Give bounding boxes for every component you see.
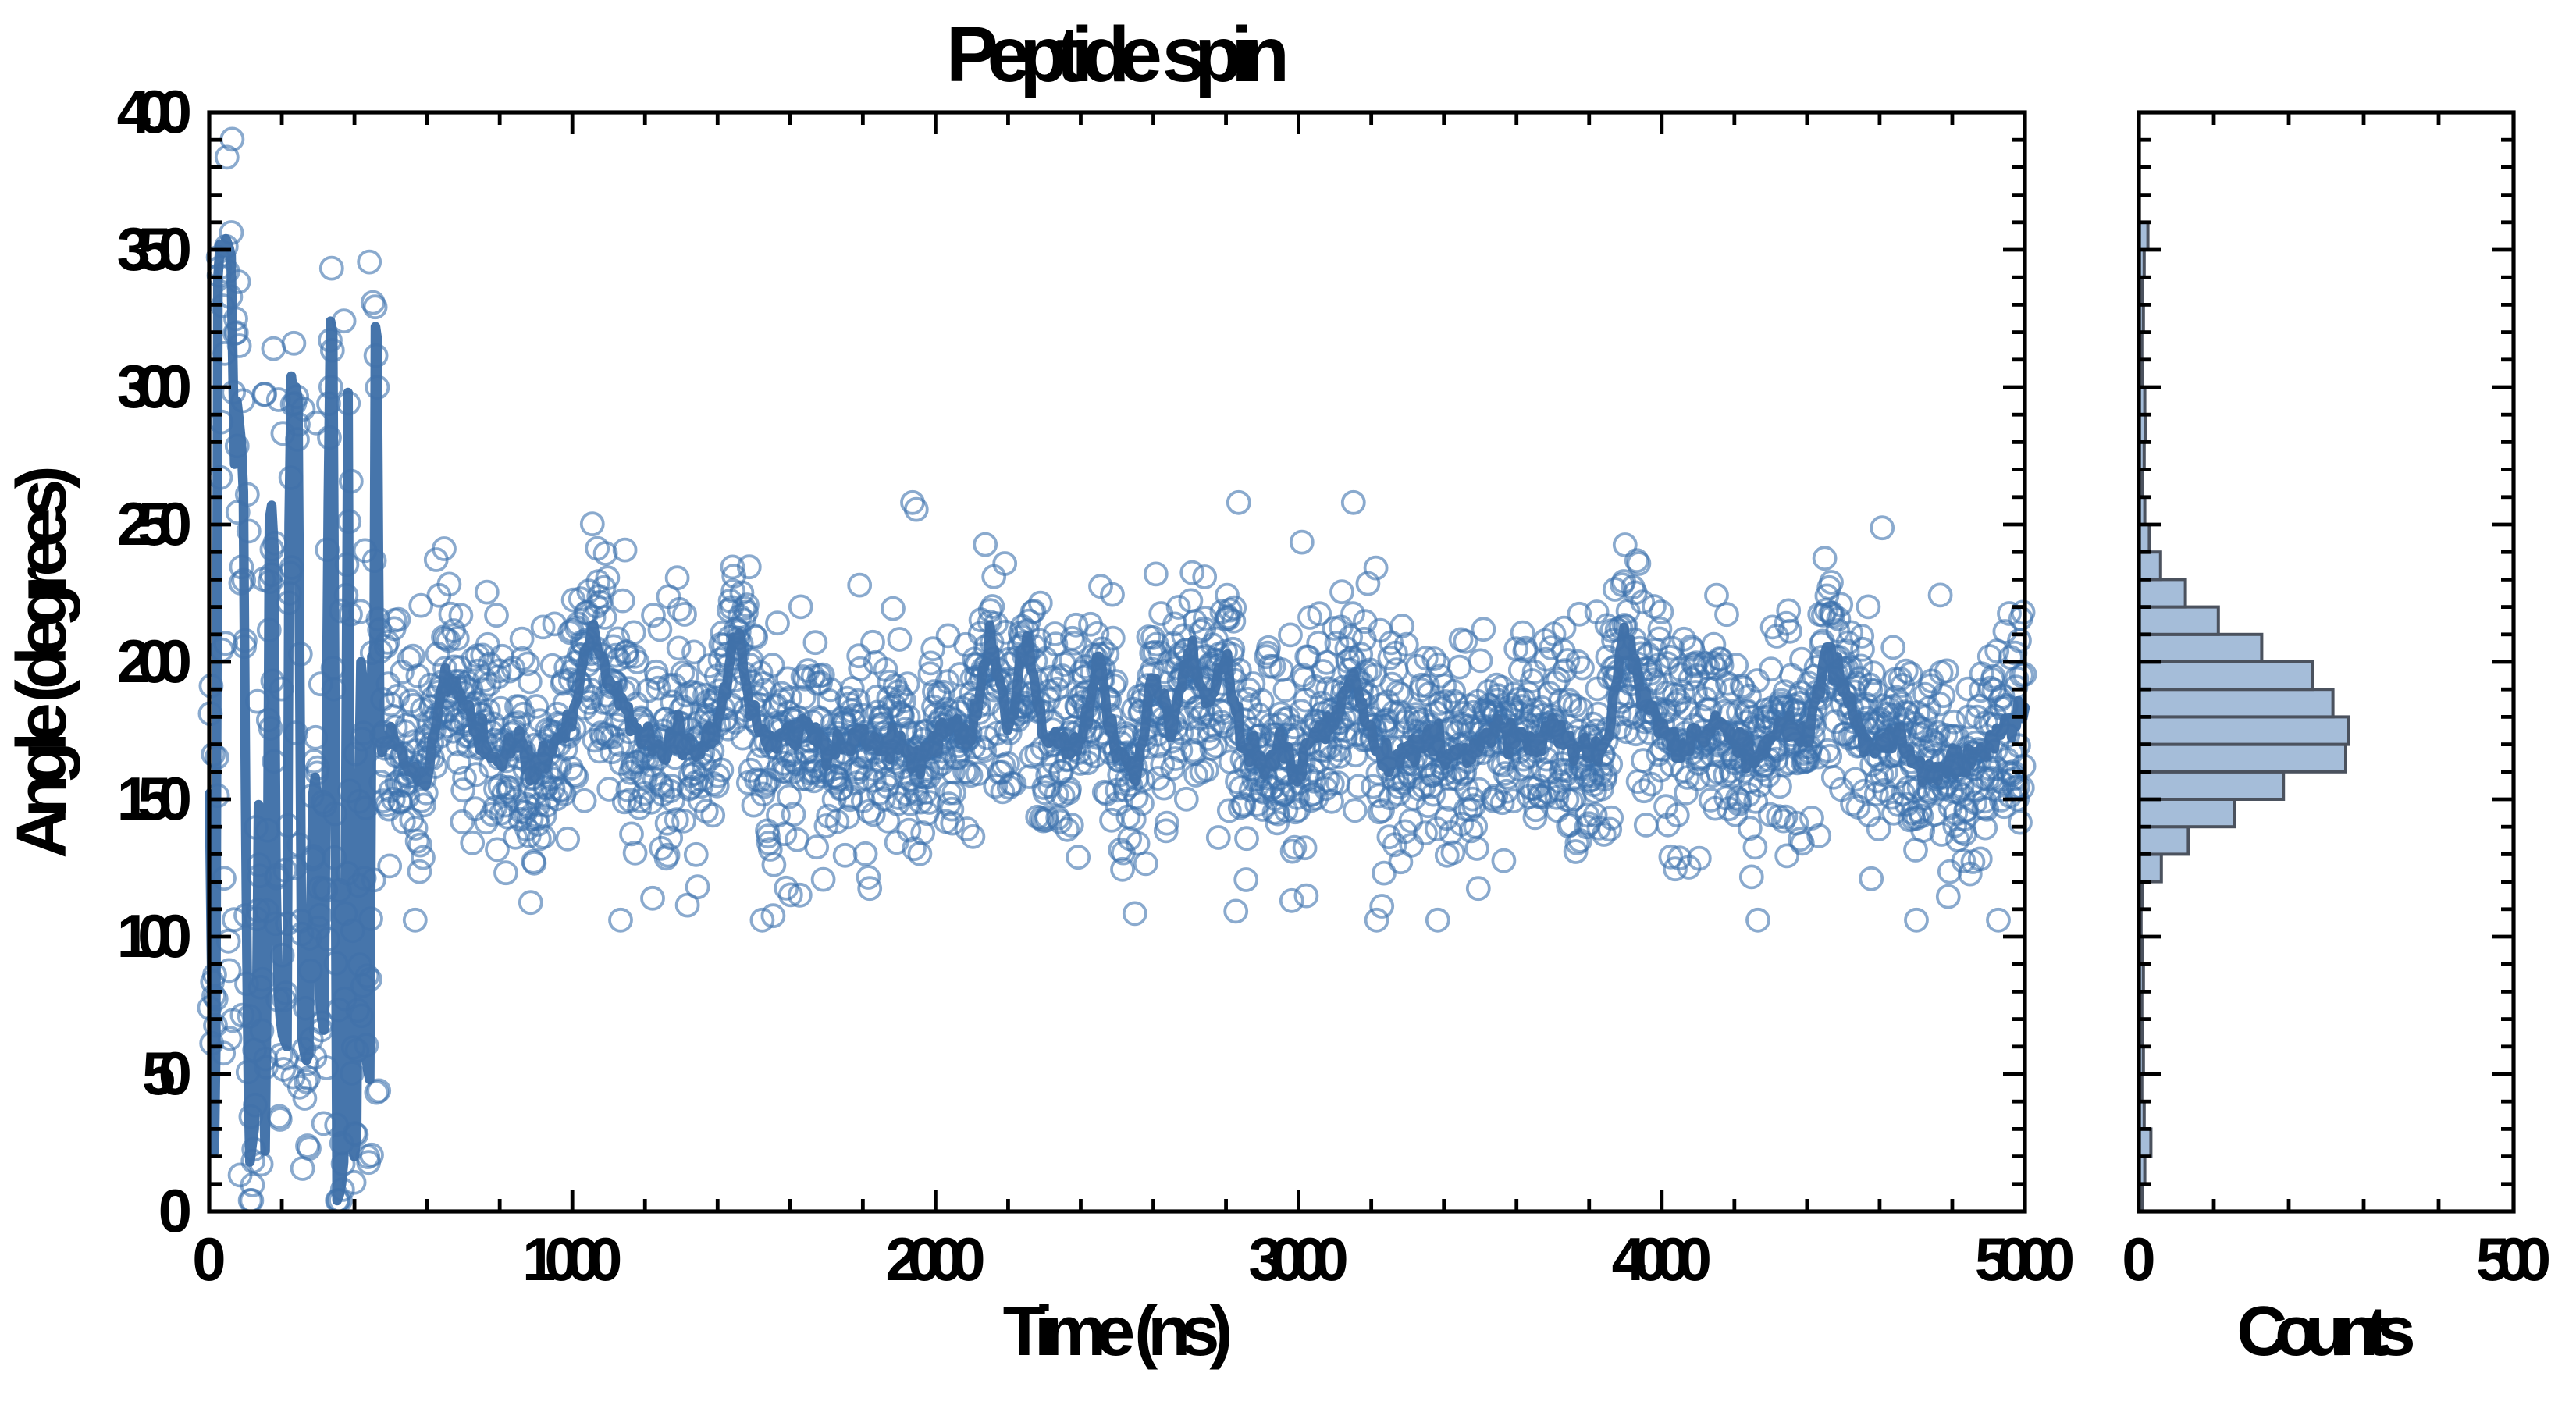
y-tick-label: 100 bbox=[117, 902, 192, 970]
histogram-bar bbox=[2137, 852, 2163, 884]
x-tick-label: 3000 bbox=[1248, 1225, 1348, 1293]
histogram-bar bbox=[2137, 605, 2220, 636]
histogram-x-axis-label: Counts bbox=[2236, 1293, 2415, 1371]
histogram-bar bbox=[2137, 742, 2347, 774]
main-axes-ticks bbox=[207, 110, 2027, 1214]
x-tick-label: 5000 bbox=[1975, 1225, 2075, 1293]
histogram-bar bbox=[2137, 798, 2236, 829]
main-axes-tick-labels: 0 1000 2000 3000 4000 5000 0 50 100 150 200 250 300 3… bbox=[117, 77, 2076, 1293]
y-tick-label: 250 bbox=[117, 489, 192, 558]
y-tick-label: 150 bbox=[117, 764, 192, 833]
histogram-bar bbox=[2137, 578, 2187, 609]
histogram-bar bbox=[2137, 825, 2190, 856]
y-axis-label: Angle (degrees) bbox=[3, 465, 81, 858]
chart-title: Peptide spin bbox=[946, 11, 1290, 98]
x-tick-label: 2000 bbox=[885, 1225, 985, 1293]
histogram-ticks bbox=[2137, 110, 2516, 1214]
y-tick-label: 400 bbox=[117, 77, 192, 146]
histogram-x-tick-label: 500 bbox=[2476, 1225, 2551, 1293]
histogram-bar bbox=[2137, 550, 2162, 582]
histogram-bar bbox=[2137, 688, 2335, 719]
histogram-bar bbox=[2137, 660, 2314, 692]
x-tick-label: 1000 bbox=[522, 1225, 622, 1293]
histogram-tick-labels: 0 500 bbox=[2122, 1225, 2551, 1293]
y-tick-label: 350 bbox=[117, 215, 192, 283]
running-mean-line bbox=[205, 233, 2030, 1206]
histogram-bar bbox=[2137, 715, 2350, 746]
y-tick-label: 300 bbox=[117, 352, 192, 421]
y-tick-label: 200 bbox=[117, 627, 192, 695]
x-tick-label: 4000 bbox=[1612, 1225, 1712, 1293]
y-tick-label: 0 bbox=[158, 1176, 192, 1245]
x-tick-label: 0 bbox=[192, 1225, 226, 1293]
y-tick-label: 50 bbox=[142, 1039, 192, 1108]
histogram-bar bbox=[2137, 632, 2264, 663]
histogram-x-tick-label: 0 bbox=[2122, 1225, 2155, 1293]
histogram-bar bbox=[2137, 770, 2286, 801]
running-mean-path bbox=[205, 233, 2030, 1206]
x-axis-label: Time (ns) bbox=[1003, 1293, 1233, 1371]
